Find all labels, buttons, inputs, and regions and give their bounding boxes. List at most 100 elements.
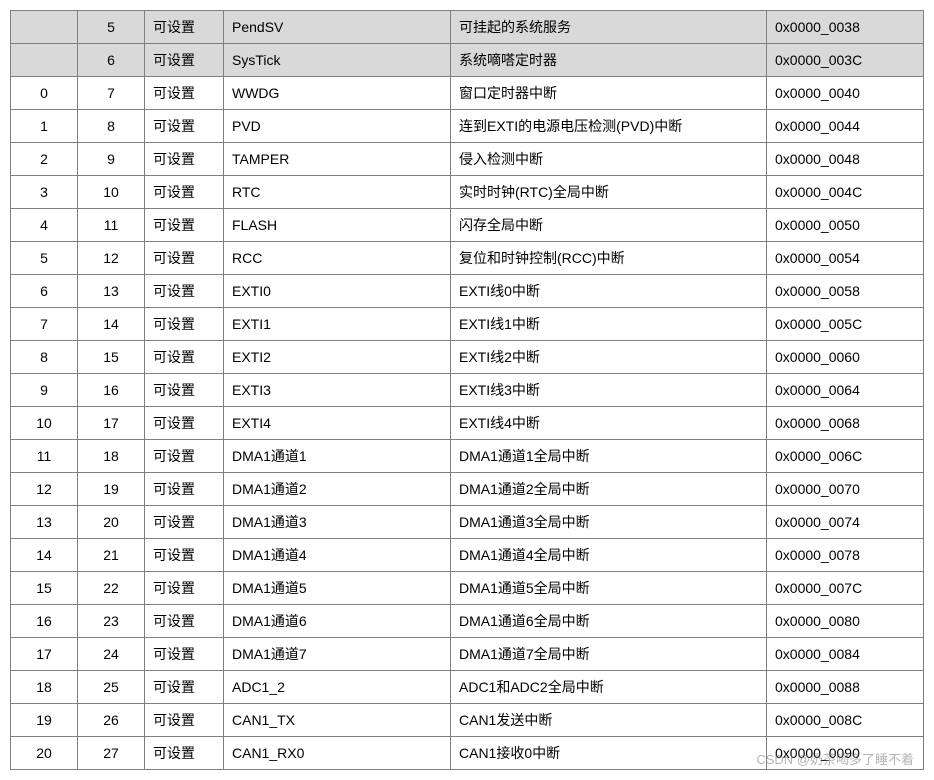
cell-c0	[11, 44, 78, 77]
cell-c0: 4	[11, 209, 78, 242]
cell-c3: CAN1_TX	[224, 704, 451, 737]
cell-c2: 可设置	[145, 341, 224, 374]
cell-c4: EXTI线2中断	[451, 341, 767, 374]
cell-c5: 0x0000_0040	[767, 77, 924, 110]
cell-c1: 9	[78, 143, 145, 176]
cell-c3: EXTI4	[224, 407, 451, 440]
cell-c2: 可设置	[145, 473, 224, 506]
cell-c5: 0x0000_005C	[767, 308, 924, 341]
cell-c3: DMA1通道3	[224, 506, 451, 539]
cell-c5: 0x0000_0090	[767, 737, 924, 770]
cell-c2: 可设置	[145, 572, 224, 605]
cell-c0: 20	[11, 737, 78, 770]
cell-c4: DMA1通道7全局中断	[451, 638, 767, 671]
cell-c1: 5	[78, 11, 145, 44]
interrupt-vector-table: 5可设置PendSV可挂起的系统服务0x0000_00386可设置SysTick…	[10, 10, 924, 770]
cell-c3: SysTick	[224, 44, 451, 77]
cell-c5: 0x0000_0050	[767, 209, 924, 242]
cell-c5: 0x0000_0044	[767, 110, 924, 143]
cell-c4: 闪存全局中断	[451, 209, 767, 242]
table-row: 18可设置PVD连到EXTI的电源电压检测(PVD)中断0x0000_0044	[11, 110, 924, 143]
table-row: 916可设置EXTI3EXTI线3中断0x0000_0064	[11, 374, 924, 407]
cell-c1: 12	[78, 242, 145, 275]
cell-c1: 11	[78, 209, 145, 242]
cell-c0: 16	[11, 605, 78, 638]
cell-c4: 侵入检测中断	[451, 143, 767, 176]
cell-c3: DMA1通道5	[224, 572, 451, 605]
cell-c4: CAN1接收0中断	[451, 737, 767, 770]
table-row: 1825可设置ADC1_2ADC1和ADC2全局中断0x0000_0088	[11, 671, 924, 704]
cell-c0: 7	[11, 308, 78, 341]
cell-c1: 25	[78, 671, 145, 704]
cell-c4: DMA1通道3全局中断	[451, 506, 767, 539]
table-row: 1219可设置DMA1通道2DMA1通道2全局中断0x0000_0070	[11, 473, 924, 506]
cell-c1: 10	[78, 176, 145, 209]
cell-c3: DMA1通道2	[224, 473, 451, 506]
cell-c0: 19	[11, 704, 78, 737]
cell-c4: DMA1通道1全局中断	[451, 440, 767, 473]
cell-c3: PVD	[224, 110, 451, 143]
cell-c3: RCC	[224, 242, 451, 275]
cell-c2: 可设置	[145, 11, 224, 44]
cell-c1: 8	[78, 110, 145, 143]
cell-c2: 可设置	[145, 374, 224, 407]
table-row: 1320可设置DMA1通道3DMA1通道3全局中断0x0000_0074	[11, 506, 924, 539]
cell-c2: 可设置	[145, 605, 224, 638]
cell-c4: EXTI线3中断	[451, 374, 767, 407]
table-row: 5可设置PendSV可挂起的系统服务0x0000_0038	[11, 11, 924, 44]
table-row: 1926可设置CAN1_TXCAN1发送中断0x0000_008C	[11, 704, 924, 737]
cell-c0: 13	[11, 506, 78, 539]
cell-c4: 复位和时钟控制(RCC)中断	[451, 242, 767, 275]
cell-c0: 8	[11, 341, 78, 374]
cell-c4: 系统嘀嗒定时器	[451, 44, 767, 77]
cell-c2: 可设置	[145, 242, 224, 275]
cell-c2: 可设置	[145, 308, 224, 341]
cell-c1: 18	[78, 440, 145, 473]
cell-c1: 16	[78, 374, 145, 407]
cell-c0: 6	[11, 275, 78, 308]
cell-c4: DMA1通道5全局中断	[451, 572, 767, 605]
cell-c5: 0x0000_0074	[767, 506, 924, 539]
cell-c0: 2	[11, 143, 78, 176]
cell-c3: WWDG	[224, 77, 451, 110]
cell-c5: 0x0000_0084	[767, 638, 924, 671]
cell-c5: 0x0000_0060	[767, 341, 924, 374]
cell-c4: EXTI线4中断	[451, 407, 767, 440]
table-row: 1017可设置EXTI4EXTI线4中断0x0000_0068	[11, 407, 924, 440]
table-row: 1522可设置DMA1通道5DMA1通道5全局中断0x0000_007C	[11, 572, 924, 605]
table-row: 29可设置TAMPER侵入检测中断0x0000_0048	[11, 143, 924, 176]
cell-c1: 19	[78, 473, 145, 506]
cell-c3: EXTI0	[224, 275, 451, 308]
cell-c2: 可设置	[145, 704, 224, 737]
cell-c0: 10	[11, 407, 78, 440]
cell-c2: 可设置	[145, 407, 224, 440]
cell-c1: 17	[78, 407, 145, 440]
cell-c2: 可设置	[145, 440, 224, 473]
cell-c4: DMA1通道6全局中断	[451, 605, 767, 638]
cell-c1: 24	[78, 638, 145, 671]
table-row: 714可设置EXTI1EXTI线1中断0x0000_005C	[11, 308, 924, 341]
cell-c0: 3	[11, 176, 78, 209]
cell-c0: 11	[11, 440, 78, 473]
cell-c1: 23	[78, 605, 145, 638]
cell-c0: 18	[11, 671, 78, 704]
cell-c4: 连到EXTI的电源电压检测(PVD)中断	[451, 110, 767, 143]
cell-c5: 0x0000_006C	[767, 440, 924, 473]
cell-c1: 15	[78, 341, 145, 374]
table-row: 310可设置RTC实时时钟(RTC)全局中断0x0000_004C	[11, 176, 924, 209]
table-row: 1118可设置DMA1通道1DMA1通道1全局中断0x0000_006C	[11, 440, 924, 473]
table-row: 1623可设置DMA1通道6DMA1通道6全局中断0x0000_0080	[11, 605, 924, 638]
cell-c5: 0x0000_008C	[767, 704, 924, 737]
cell-c4: DMA1通道2全局中断	[451, 473, 767, 506]
cell-c5: 0x0000_007C	[767, 572, 924, 605]
cell-c1: 6	[78, 44, 145, 77]
cell-c2: 可设置	[145, 539, 224, 572]
cell-c3: DMA1通道4	[224, 539, 451, 572]
cell-c1: 26	[78, 704, 145, 737]
cell-c3: EXTI2	[224, 341, 451, 374]
table-row: 512可设置RCC复位和时钟控制(RCC)中断0x0000_0054	[11, 242, 924, 275]
cell-c5: 0x0000_0078	[767, 539, 924, 572]
cell-c1: 21	[78, 539, 145, 572]
table-row: 6可设置SysTick系统嘀嗒定时器0x0000_003C	[11, 44, 924, 77]
table-row: 2027可设置CAN1_RX0CAN1接收0中断0x0000_0090	[11, 737, 924, 770]
